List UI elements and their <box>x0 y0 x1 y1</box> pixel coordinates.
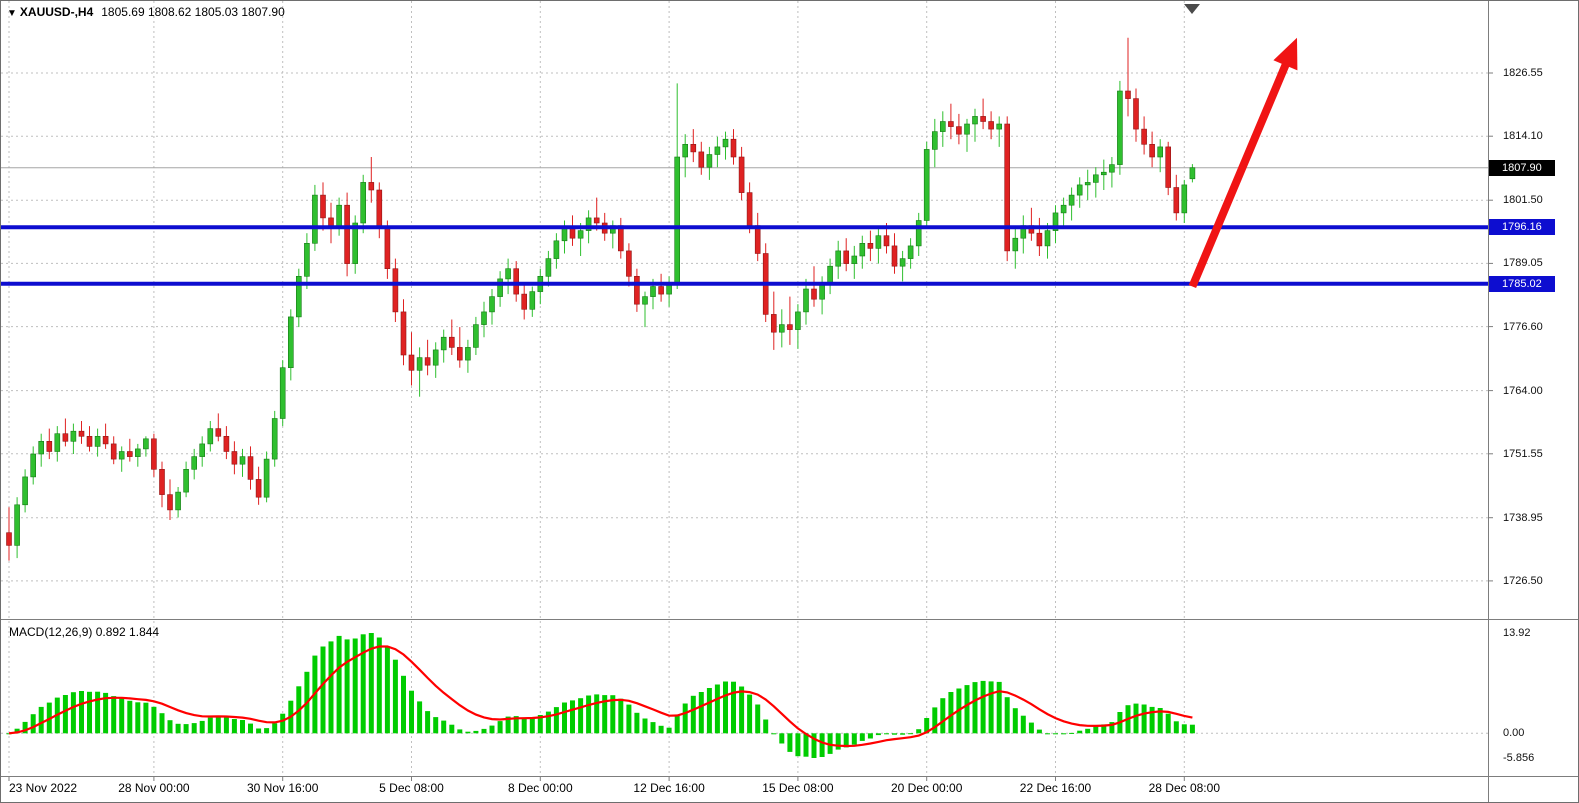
level-price-tag: 1796.16 <box>1489 219 1555 236</box>
symbol-info: ▼ XAUUSD-,H4 1805.69 1808.62 1805.03 1807.… <box>7 5 285 19</box>
time-tick-label: 30 Nov 16:00 <box>246 781 319 795</box>
macd-indicator-label: MACD(12,26,9) 0.892 1.844 <box>9 625 160 639</box>
macd-tick-label: -5.856 <box>1503 752 1535 764</box>
symbol-name: XAUUSD-,H4 <box>19 5 94 19</box>
time-tick-label: 5 Dec 08:00 <box>379 781 444 795</box>
macd-signal-line <box>8 645 1193 748</box>
time-axis[interactable]: 23 Nov 2022 28 Nov 00:00 30 Nov 16:00 5 Dec… <box>1 777 1488 802</box>
price-tick-label: 1801.50 <box>1503 194 1543 207</box>
price-tick-label: 1826.55 <box>1503 67 1543 79</box>
trend-arrow[interactable] <box>1188 37 1298 289</box>
time-tick-label: 28 Dec 08:00 <box>1148 781 1220 795</box>
price-tick-label: 1726.50 <box>1503 574 1543 587</box>
symbol-marker-icon[interactable]: ▼ <box>7 8 17 19</box>
level-price-tag: 1785.02 <box>1489 275 1555 292</box>
time-tick-label: 28 Nov 00:00 <box>118 781 190 795</box>
current-price-tag: 1807.90 <box>1489 159 1555 176</box>
time-tick-label: 22 Dec 16:00 <box>1019 781 1092 795</box>
price-tick-label: 1789.05 <box>1503 257 1543 270</box>
price-axis[interactable]: 1826.55 1814.10 1801.50 1789.05 1776.60 1764.… <box>1489 1 1578 802</box>
time-tick-label: 15 Dec 08:00 <box>762 781 834 795</box>
macd-tick-label: 13.92 <box>1503 627 1531 639</box>
time-tick-label: 23 Nov 2022 <box>9 781 78 795</box>
time-tick-label: 20 Dec 00:00 <box>890 781 963 795</box>
time-tick-label: 8 Dec 00:00 <box>507 781 573 795</box>
candlesticks <box>6 37 1196 561</box>
price-tick-label: 1738.95 <box>1503 511 1543 524</box>
price-tick-label: 1751.55 <box>1503 447 1543 460</box>
price-tick-label: 1764.00 <box>1503 384 1543 397</box>
ohlc-readout: 1805.69 1808.62 1805.03 1807.90 <box>101 5 285 19</box>
price-tick-label: 1776.60 <box>1503 320 1543 333</box>
price-tick-label: 1814.10 <box>1503 130 1543 143</box>
macd-tick-label: 0.00 <box>1503 727 1525 740</box>
time-tick-label: 12 Dec 16:00 <box>633 781 705 795</box>
object-anchor-icon <box>1184 4 1200 14</box>
